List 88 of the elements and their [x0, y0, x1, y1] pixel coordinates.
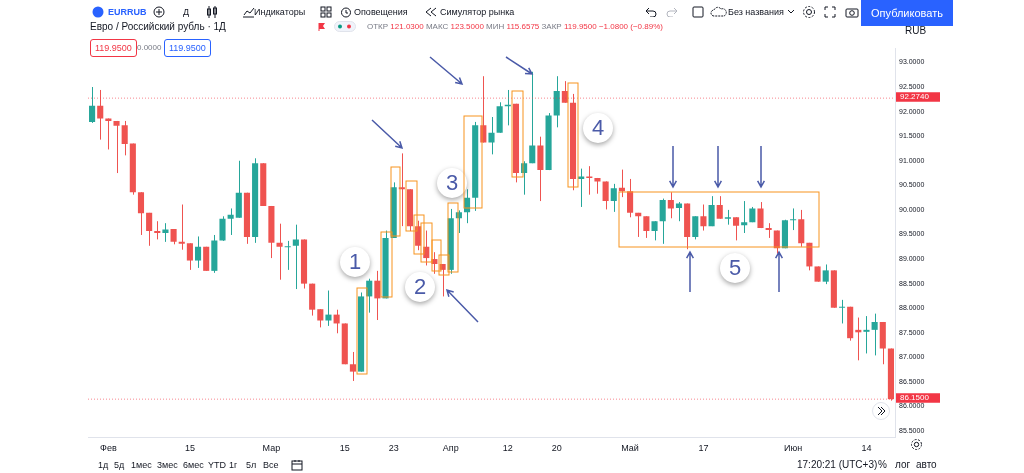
candlestick	[292, 224, 299, 290]
candlestick	[667, 191, 674, 219]
candlestick	[692, 215, 699, 240]
ref-line-label: 92.2740	[900, 92, 930, 102]
candlestick	[602, 180, 609, 210]
annotation: 119.9500	[164, 39, 211, 57]
candlestick	[586, 165, 593, 196]
candlestick	[154, 220, 161, 240]
candlestick	[137, 191, 145, 236]
candlestick	[529, 71, 536, 164]
candlestick	[121, 120, 128, 156]
annotation: 5	[720, 253, 750, 283]
x-tick-label: Мар	[262, 442, 281, 453]
text: ОТКР 121.0300 МАКС 123.5000 МИН 115.6575 ЗАКР 119.9500 −1.0800 (−0.89%)	[367, 22, 663, 31]
candlestick	[284, 240, 291, 271]
ref-line-label: 86.1500	[900, 393, 930, 403]
candlestick	[578, 168, 585, 208]
x-tick-label: 23	[388, 442, 399, 453]
candlestick	[708, 195, 715, 227]
text: %	[878, 459, 887, 471]
text: 1мес	[131, 459, 152, 471]
text: лог	[895, 459, 911, 471]
text: Без названия	[728, 6, 784, 18]
text: 6мес	[183, 459, 204, 471]
candlestick	[863, 315, 870, 354]
candlestick	[659, 198, 666, 245]
candlestick	[105, 117, 112, 150]
chart-title: Евро / Российский рубль · 1Д	[90, 21, 226, 33]
x-tick-label: Май	[621, 442, 639, 453]
candlestick	[194, 235, 202, 269]
annotation: 3	[437, 168, 467, 198]
text: 3мес	[157, 459, 178, 471]
candlestick	[741, 200, 748, 234]
text: авто	[916, 459, 937, 471]
text: Д	[183, 6, 190, 18]
text: 5д	[114, 459, 125, 471]
candlestick	[643, 215, 650, 239]
text: 1г	[229, 459, 238, 471]
candlestick	[227, 207, 234, 236]
annotation: 0.0000	[137, 42, 162, 54]
candlestick	[790, 207, 797, 231]
candlestick	[178, 204, 185, 251]
x-tick-label: 15	[184, 442, 195, 453]
candlestick	[838, 299, 846, 324]
candlestick	[325, 290, 332, 327]
candlestick	[716, 195, 723, 220]
candlestick	[732, 216, 740, 241]
x-tick-label: Июн	[784, 442, 803, 453]
candlestick	[113, 120, 120, 174]
text: 5л	[246, 459, 257, 471]
x-tick-label: Апр	[442, 442, 459, 453]
text: Индикаторы	[254, 6, 306, 18]
candlestick	[700, 204, 707, 232]
text: YTD	[208, 459, 226, 471]
text: EURRUB	[108, 6, 147, 18]
text: 17:20:21 (UTC+3)	[797, 459, 878, 471]
candlestick	[374, 270, 381, 321]
candlestick	[89, 86, 96, 124]
x-tick-label: Фев	[100, 442, 117, 453]
text: Симулятор рынка	[440, 6, 515, 18]
x-tick-label: 15	[339, 442, 350, 453]
x-tick-label: 20	[551, 442, 562, 453]
candlestick	[317, 308, 324, 328]
candlestick	[610, 183, 617, 213]
candlestick	[627, 178, 634, 218]
text: Оповещения	[354, 6, 408, 18]
annotation: 2	[405, 272, 435, 302]
text: RUB	[905, 25, 927, 37]
text: Опубликовать	[861, 0, 953, 26]
candlestick	[757, 201, 764, 229]
candlestick	[349, 351, 356, 382]
text: Все	[263, 459, 279, 471]
x-tick-label: 17	[698, 442, 709, 453]
annotation: 4	[583, 113, 613, 143]
text: 1д	[98, 459, 109, 471]
x-tick-label: 12	[502, 442, 513, 453]
candlestick	[822, 263, 829, 285]
candlestick	[488, 116, 495, 155]
candlestick	[276, 223, 283, 281]
candlestick	[146, 212, 153, 247]
x-tick-label: 14	[861, 442, 872, 453]
candlestick	[651, 220, 658, 241]
annotation: 1	[340, 247, 370, 277]
candlestick	[186, 242, 193, 271]
annotation: 119.9500	[90, 39, 137, 57]
candlestick	[219, 215, 226, 242]
candlestick	[871, 313, 878, 356]
candlestick	[97, 89, 104, 141]
